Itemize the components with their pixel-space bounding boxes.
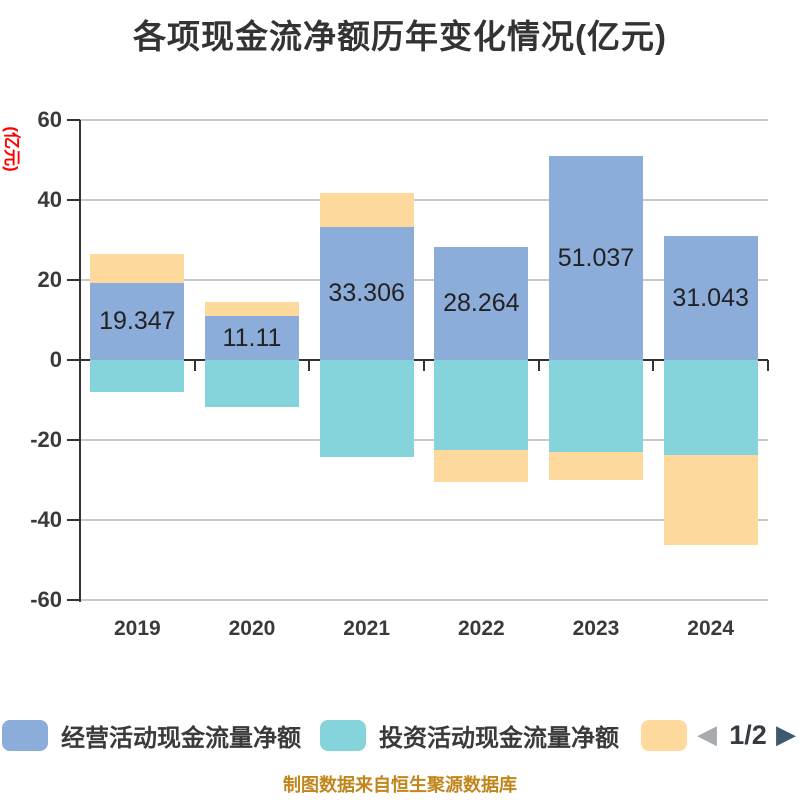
legend-label-operating: 经营活动现金流量净额	[61, 724, 301, 752]
x-tick-label: 2019	[113, 617, 161, 640]
bar-value-label: 33.306	[328, 279, 405, 308]
bar-segment[interactable]	[205, 315, 299, 360]
x-tick-label: 2023	[572, 617, 620, 640]
bar-segment[interactable]	[90, 282, 185, 360]
bar-segment[interactable]	[549, 155, 643, 360]
y-axis-tick	[67, 279, 80, 281]
x-axis-tick	[308, 360, 311, 371]
y-axis-tick	[67, 519, 80, 521]
legend-item-investing[interactable]: 投资活动现金流量净额	[320, 719, 619, 752]
chart-title: 各项现金流净额历年变化情况(亿元)	[133, 18, 667, 55]
bar-segment[interactable]	[90, 360, 185, 392]
y-axis-tick	[67, 119, 80, 121]
legend-swatch-3	[641, 719, 687, 751]
bar-segment[interactable]	[319, 193, 414, 227]
y-tick-label: -20	[30, 427, 62, 452]
legend-item-operating[interactable]: 经营活动现金流量净额	[2, 719, 301, 752]
x-axis-tick	[193, 360, 196, 371]
gridline	[80, 119, 768, 121]
y-axis-tick	[67, 359, 80, 361]
bar-segment[interactable]	[434, 360, 529, 450]
bar-value-label: 28.264	[443, 289, 520, 318]
x-axis-tick	[423, 360, 425, 371]
bar-segment[interactable]	[319, 360, 414, 458]
bar-segment[interactable]	[319, 226, 414, 360]
x-tick-label: 2024	[687, 617, 735, 640]
y-axis-tick	[67, 199, 80, 201]
x-axis-tick	[537, 360, 540, 371]
legend-label-investing: 投资活动现金流量净额	[379, 724, 619, 752]
legend-item-3[interactable]	[641, 719, 700, 751]
x-tick-label: 2020	[228, 617, 276, 640]
y-tick-label: -40	[30, 507, 62, 532]
bar-segment[interactable]	[434, 450, 529, 482]
bar-segment[interactable]	[663, 360, 758, 456]
y-tick-label: 20	[37, 267, 62, 292]
bar-value-label: 51.037	[557, 243, 635, 272]
bar-segment[interactable]	[205, 301, 299, 316]
bar-segment[interactable]	[549, 452, 643, 480]
gridline	[80, 279, 768, 281]
bar-segment[interactable]	[549, 360, 643, 452]
legend-swatch-operating	[2, 719, 48, 751]
bar-segment[interactable]	[663, 455, 758, 546]
legend-prev-page-icon[interactable]: ◀	[697, 719, 717, 749]
footer-note: 制图数据来自恒生聚源数据库	[283, 775, 517, 795]
bar-value-label: 11.11	[222, 323, 282, 352]
y-axis-line	[79, 120, 81, 602]
y-tick-label: 0	[49, 347, 62, 372]
gridline	[80, 599, 768, 601]
y-tick-label: 40	[37, 187, 62, 212]
gridline	[80, 439, 768, 441]
bar-segment[interactable]	[663, 235, 758, 360]
bar-segment[interactable]	[205, 360, 299, 408]
legend-page-indicator: 1/2	[729, 720, 767, 750]
legend-swatch-investing	[320, 719, 366, 751]
x-axis-tick	[767, 360, 769, 371]
y-tick-label: 60	[37, 107, 62, 132]
gridline	[80, 199, 768, 201]
x-tick-label: 2021	[343, 617, 391, 640]
bar-segment[interactable]	[434, 246, 529, 360]
y-axis-tick	[67, 599, 80, 601]
y-tick-label: -60	[30, 587, 62, 612]
gridline	[80, 519, 768, 521]
y-axis-tick	[67, 439, 80, 441]
x-tick-label: 2022	[457, 617, 505, 640]
bar-segment[interactable]	[90, 254, 185, 283]
x-axis-tick	[652, 360, 655, 371]
legend-next-page-icon[interactable]: ▶	[776, 719, 796, 749]
bar-value-label: 19.347	[99, 307, 176, 336]
bar-value-label: 31.043	[672, 283, 749, 312]
